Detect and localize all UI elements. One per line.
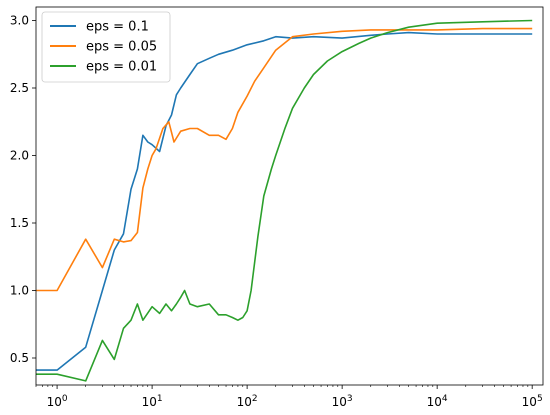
y-tick-label: 1.0 bbox=[10, 284, 29, 298]
x-tick-label: 104 bbox=[427, 394, 448, 409]
plot-frame bbox=[35, 6, 544, 386]
y-axis: 0.5 1.0 1.5 2.0 2.5 3.0 bbox=[10, 14, 36, 365]
series-line-2 bbox=[36, 27, 533, 292]
y-tick-label: 2.5 bbox=[10, 81, 29, 95]
legend-label: eps = 0.1 bbox=[86, 20, 149, 35]
y-tick-label: 0.5 bbox=[10, 351, 29, 365]
x-tick-label: 100 bbox=[47, 394, 68, 409]
x-tick-label: 102 bbox=[237, 394, 258, 409]
y-tick-label: 3.0 bbox=[10, 14, 29, 28]
legend-label: eps = 0.01 bbox=[86, 60, 157, 75]
legend: eps = 0.1 eps = 0.05 eps = 0.01 bbox=[41, 11, 171, 83]
y-tick-label: 1.5 bbox=[10, 216, 29, 230]
y-tick-label: 2.0 bbox=[10, 149, 29, 163]
x-tick-label: 105 bbox=[522, 394, 543, 409]
x-axis: 100 101 102 103 104 105 bbox=[35, 385, 543, 409]
series-layer bbox=[36, 19, 533, 382]
x-tick-label: 103 bbox=[332, 394, 353, 409]
x-tick-label: 101 bbox=[142, 394, 163, 409]
legend-label: eps = 0.05 bbox=[86, 40, 157, 55]
series-line-1 bbox=[36, 31, 533, 371]
series-line-3 bbox=[36, 19, 533, 382]
legend-box bbox=[41, 11, 171, 83]
